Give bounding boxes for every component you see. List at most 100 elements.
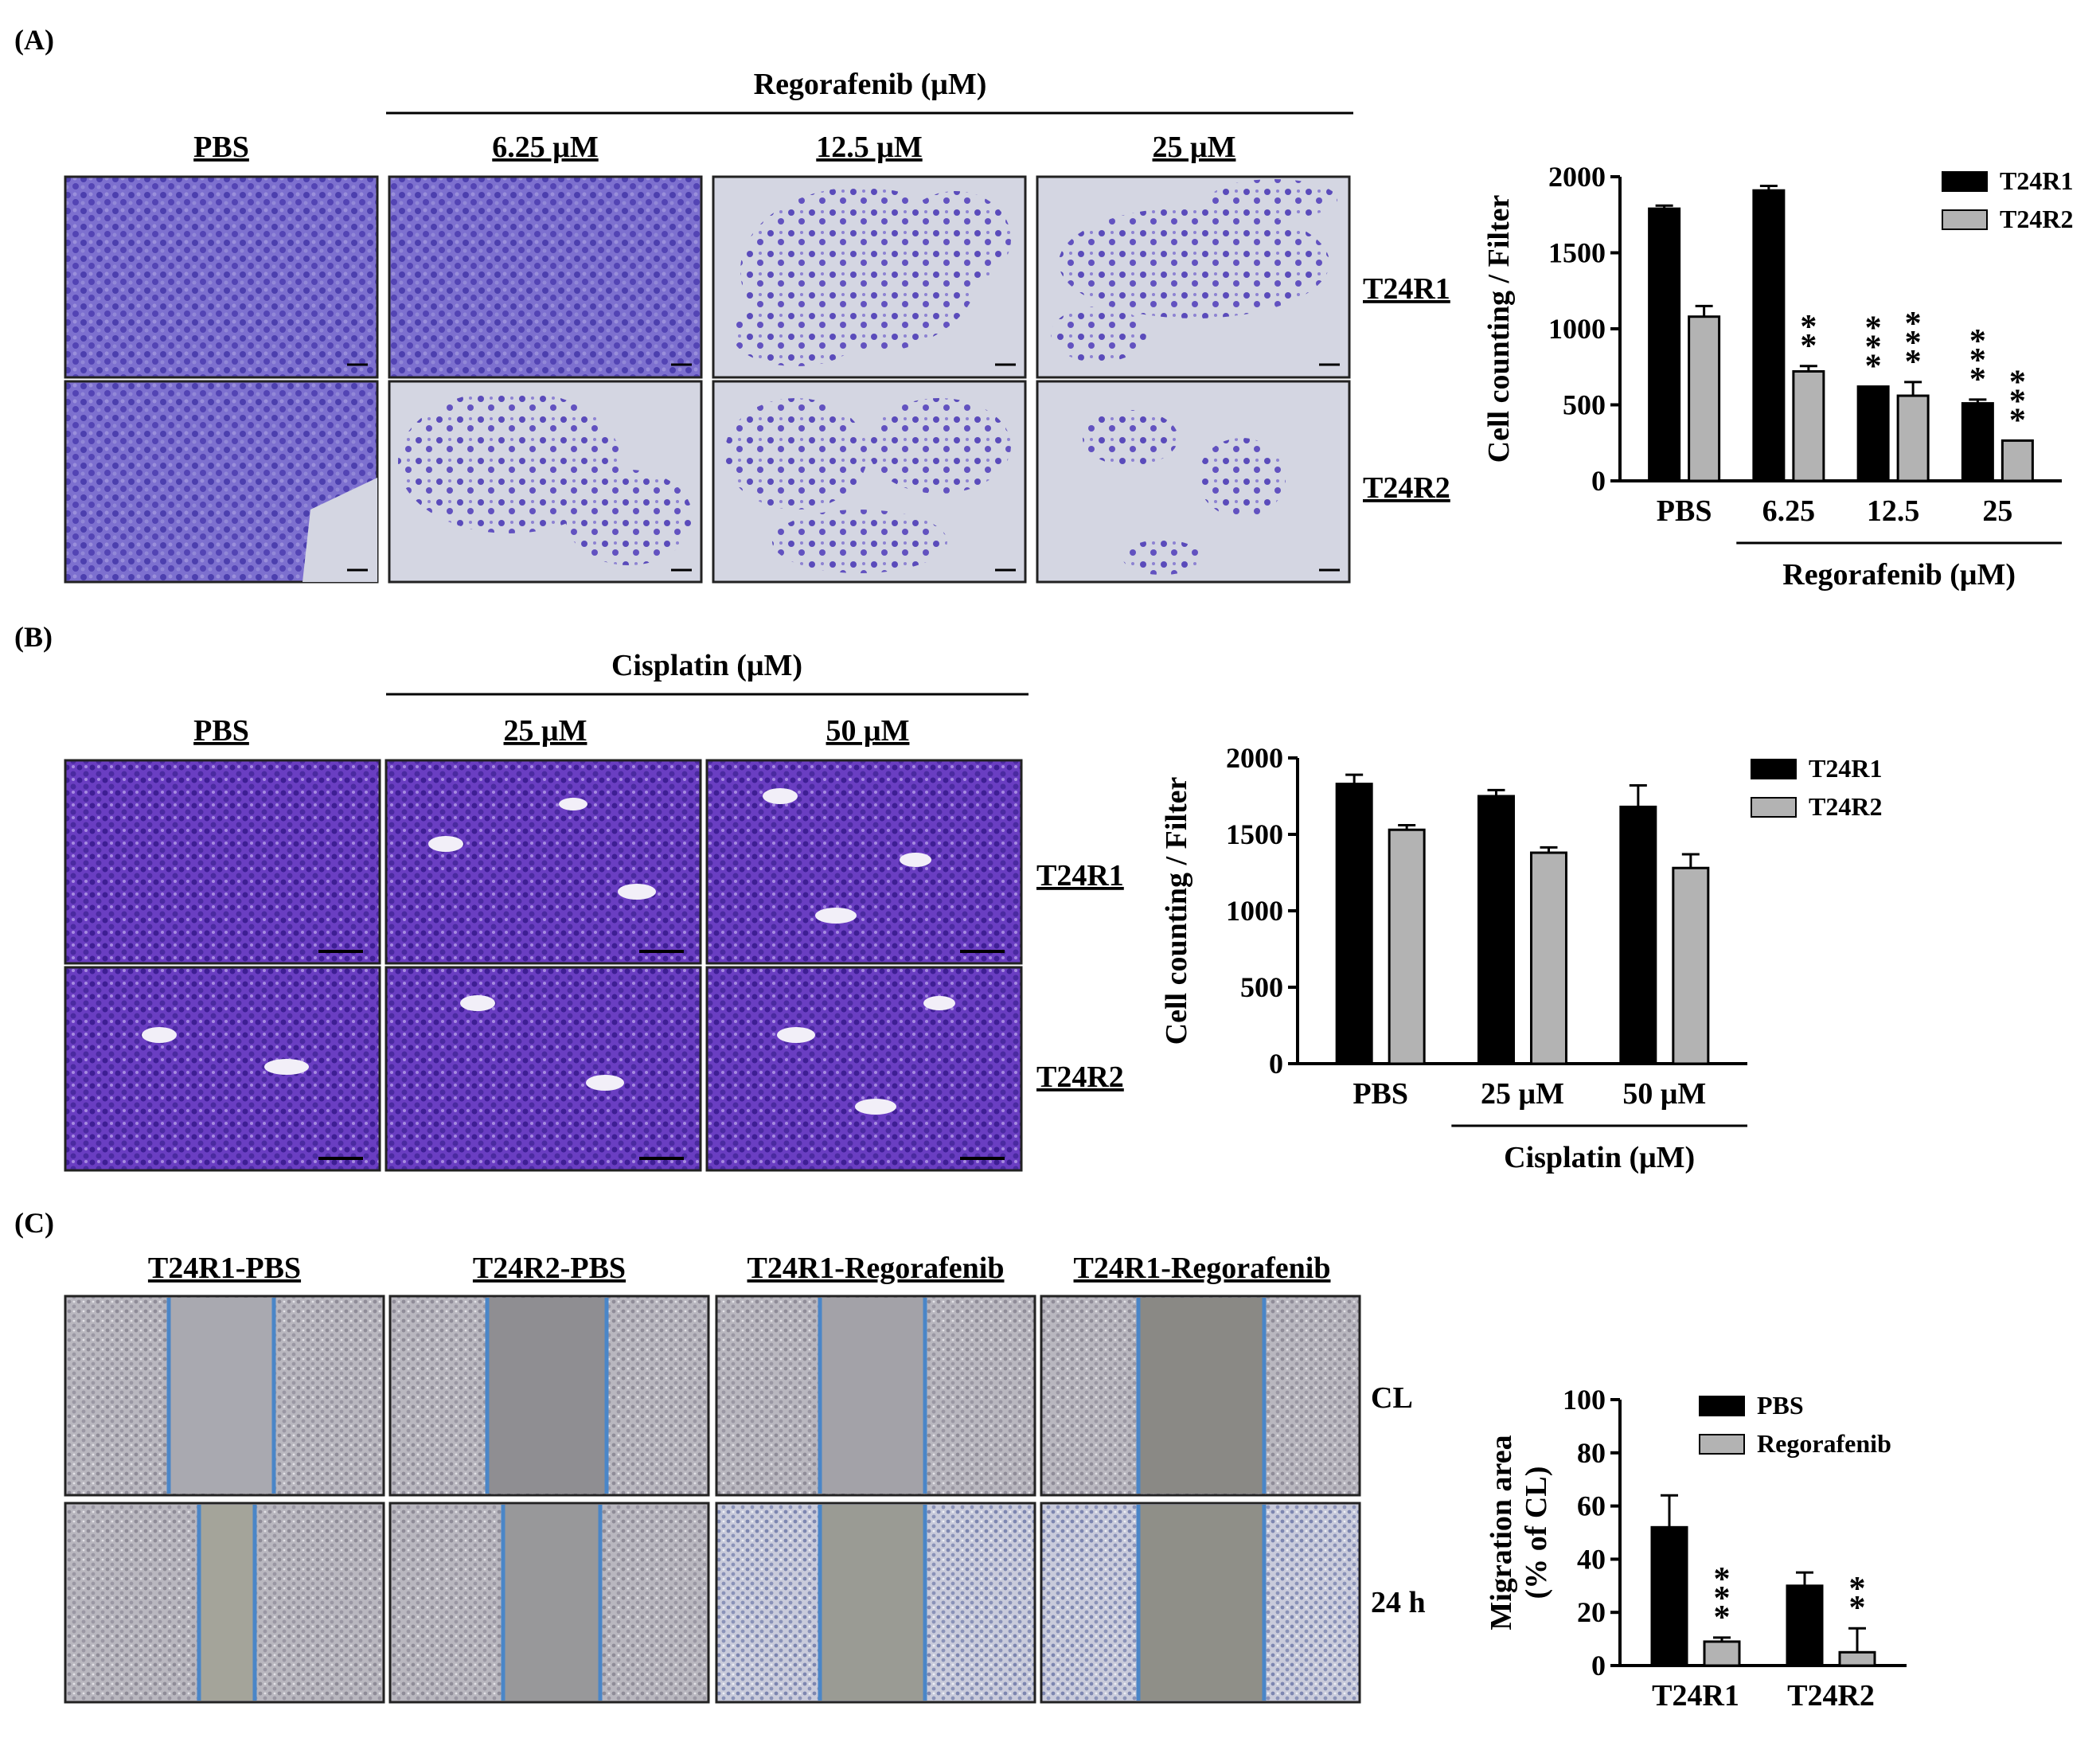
legend-label-t24r1: T24R1 <box>2000 166 2073 195</box>
significance-star: * <box>1849 1590 1866 1627</box>
significance-star: * <box>2009 383 2026 420</box>
panel-a-row-t24r2: T24R2 <box>1363 471 1450 505</box>
bar-t24r2 <box>1896 394 1930 482</box>
panel-c-micrograph-t24r1-rego-24h <box>715 1502 1036 1704</box>
panel-a-col-pbs: PBS <box>193 131 249 164</box>
bar-pbs <box>1650 1525 1688 1667</box>
panel-a-row-t24r1: T24R1 <box>1363 272 1450 306</box>
bar-t24r2 <box>2000 439 2034 482</box>
panel-a-micrograph-t24r2-6-25 <box>388 380 703 584</box>
x-tick-label: T24R2 <box>1787 1679 1875 1713</box>
bar-t24r2 <box>1792 369 1825 482</box>
y-tick-label: 500 <box>1563 389 1606 421</box>
panel-b-col-pbs: PBS <box>193 714 249 748</box>
y-tick-label: 0 <box>1591 465 1606 497</box>
legend-label-regorafenib: Regorafenib <box>1757 1429 1891 1458</box>
significance-star: * <box>1969 342 1986 379</box>
panel-b-micrograph-t24r1-pbs <box>64 759 381 965</box>
y-tick-label: 2000 <box>1226 742 1283 774</box>
bar-regorafenib <box>1838 1650 1876 1667</box>
bar-t24r1 <box>1648 207 1681 482</box>
x-tick-label: 50 μM <box>1622 1077 1706 1111</box>
panel-a-drug-header: Regorafenib (μM) <box>754 68 987 101</box>
significance-star: * <box>2009 402 2026 439</box>
y-axis-label: Cell counting / Filter <box>1160 777 1193 1045</box>
panel-b-micrograph-t24r2-25 <box>384 966 702 1172</box>
significance-star: * <box>1865 330 1882 366</box>
x-tick-label: 25 <box>1982 494 2012 528</box>
panel-b-micrograph-t24r1-25 <box>384 759 702 965</box>
y-tick-label: 100 <box>1563 1384 1606 1416</box>
y-tick-label: 0 <box>1269 1048 1283 1080</box>
legend-swatch-t24r1 <box>1751 759 1797 779</box>
bar-pbs <box>1786 1584 1824 1667</box>
panel-c-col-1: T24R1-PBS <box>148 1252 301 1285</box>
y-tick-label: 40 <box>1577 1543 1606 1575</box>
y-tick-label: 1000 <box>1548 313 1606 345</box>
y-tick-label: 1500 <box>1226 818 1283 850</box>
panel-b-row-t24r1: T24R1 <box>1036 859 1124 892</box>
panel-c-row-24h: 24 h <box>1371 1586 1426 1619</box>
legend-label-t24r2: T24R2 <box>2000 205 2073 233</box>
panel-c-micrograph-t24r2-pbs-24h <box>388 1502 710 1704</box>
significance-star: * <box>1905 344 1922 381</box>
y-tick-label: 80 <box>1577 1437 1606 1469</box>
panel-b-col-50: 50 μM <box>826 714 910 748</box>
panel-b-drug-header: Cisplatin (μM) <box>611 649 802 682</box>
y-tick-label: 0 <box>1591 1650 1606 1681</box>
panel-a-micrograph-t24r1-pbs <box>64 175 379 379</box>
bar-regorafenib <box>1703 1640 1741 1667</box>
legend-swatch-t24r1 <box>1942 171 1988 192</box>
significance-star: * <box>1714 1561 1731 1598</box>
legend-swatch-regorafenib <box>1699 1434 1745 1455</box>
bar-t24r1 <box>1335 783 1373 1065</box>
bar-t24r1 <box>1752 189 1786 482</box>
x-tick-label: 6.25 <box>1762 494 1816 528</box>
y-tick-label: 1500 <box>1548 237 1606 269</box>
bar-t24r1 <box>1477 795 1515 1065</box>
x-group-label: Cisplatin (μM) <box>1504 1141 1695 1174</box>
bar-t24r2 <box>1688 315 1721 482</box>
panel-b-bar-chart: 0 500 1000 1500 2000 Cell counting / Filter PB… <box>1160 742 1882 1174</box>
x-tick-label: 25 μM <box>1481 1077 1564 1111</box>
panel-a-micrograph-t24r2-25 <box>1036 380 1351 584</box>
panel-b-row-t24r2: T24R2 <box>1036 1060 1124 1094</box>
panel-a-col-6-25: 6.25 μM <box>492 131 598 164</box>
bar-t24r2 <box>1530 851 1567 1065</box>
panel-c-col-4: T24R1-Regorafenib <box>1074 1252 1331 1285</box>
significance-star: * <box>1714 1599 1731 1636</box>
panel-b-micrograph-t24r2-50 <box>705 966 1023 1172</box>
panel-a-micrograph-t24r2-pbs <box>64 380 379 584</box>
legend-swatch-t24r2 <box>1751 797 1797 818</box>
y-tick-label: 1000 <box>1226 895 1283 927</box>
significance-star: * <box>1865 310 1882 347</box>
legend-label-t24r2: T24R2 <box>1809 792 1882 821</box>
bar-t24r2 <box>1388 828 1426 1065</box>
x-tick-label: PBS <box>1657 494 1712 528</box>
significance-star: * <box>1714 1580 1731 1617</box>
panel-c-micrograph-t24r2-pbs-cl <box>388 1295 710 1497</box>
bar-t24r1 <box>1856 385 1890 482</box>
significance-star: * <box>1905 306 1922 342</box>
bar-t24r1 <box>1619 805 1657 1065</box>
significance-star: * <box>1849 1571 1866 1607</box>
panel-a-col-12-5: 12.5 μM <box>816 131 922 164</box>
x-tick-label: T24R1 <box>1652 1679 1739 1713</box>
panel-c-micrograph-t24r1-rego-cl <box>715 1295 1036 1497</box>
panel-c-col-2: T24R2-PBS <box>473 1252 626 1285</box>
y-axis-label: Migration area <box>1485 1435 1518 1630</box>
x-group-label: Regorafenib (μM) <box>1782 558 2016 592</box>
legend-swatch-pbs <box>1699 1396 1745 1416</box>
significance-star: * <box>1969 361 1986 398</box>
x-tick-label: 12.5 <box>1867 494 1920 528</box>
panel-c-label: (C) <box>14 1207 54 1239</box>
legend-swatch-t24r2 <box>1942 209 1988 230</box>
panel-c-micrograph-t24r1-rego2-cl <box>1040 1295 1361 1497</box>
panel-c-micrograph-t24r1-rego2-24h <box>1040 1502 1361 1704</box>
panel-b-col-25: 25 μM <box>504 714 587 748</box>
legend-label-pbs: PBS <box>1757 1391 1804 1420</box>
panel-a-micrograph-t24r1-25 <box>1036 175 1351 379</box>
significance-star: * <box>1800 309 1817 346</box>
